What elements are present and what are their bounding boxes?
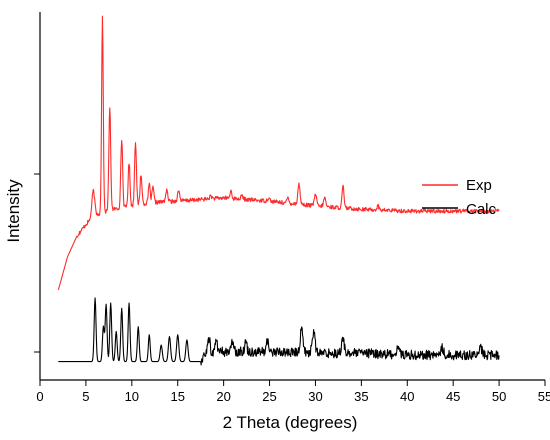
x-tick-label: 15 (170, 389, 184, 404)
x-tick-label: 10 (125, 389, 139, 404)
axes (39, 12, 545, 381)
x-tick-label: 45 (446, 389, 460, 404)
x-tick-label: 55 (538, 389, 550, 404)
legend: Exp Calc (422, 177, 497, 218)
x-axis-title: 2 Theta (degrees) (223, 413, 358, 432)
y-axis-title: Intensity (4, 179, 23, 243)
x-tick-label: 50 (492, 389, 506, 404)
series-layer (57, 15, 500, 366)
x-tick-label: 30 (308, 389, 322, 404)
y-ticks (34, 173, 40, 353)
x-tick-label: 20 (216, 389, 230, 404)
x-tick-label: 40 (400, 389, 414, 404)
x-tick-label: 0 (36, 389, 43, 404)
x-tick-label: 35 (354, 389, 368, 404)
x-tick-label: 5 (82, 389, 89, 404)
legend-label-exp: Exp (466, 177, 492, 194)
series-line-exp (57, 15, 500, 290)
x-ticks: 0 5 10 15 20 25 30 35 40 45 50 55 (36, 380, 550, 404)
legend-label-calc: Calc (466, 201, 497, 218)
x-tick-label: 25 (262, 389, 276, 404)
series-line-calc (58, 297, 500, 366)
